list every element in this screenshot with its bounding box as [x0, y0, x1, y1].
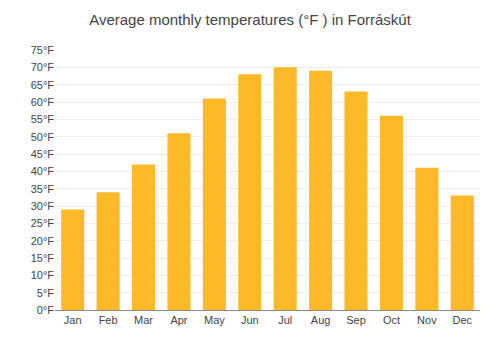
svg-text:55°F: 55°F	[31, 113, 55, 125]
svg-text:15°F: 15°F	[31, 252, 55, 264]
svg-text:Mar: Mar	[134, 314, 153, 326]
svg-text:Average monthly temperatures (: Average monthly temperatures (°F ) in Fo…	[89, 11, 412, 28]
svg-text:Dec: Dec	[453, 314, 473, 326]
svg-text:Jul: Jul	[278, 314, 292, 326]
svg-text:20°F: 20°F	[31, 235, 55, 247]
svg-text:40°F: 40°F	[31, 165, 55, 177]
svg-text:65°F: 65°F	[31, 79, 55, 91]
svg-text:25°F: 25°F	[31, 217, 55, 229]
svg-text:Jun: Jun	[241, 314, 259, 326]
svg-text:50°F: 50°F	[31, 131, 55, 143]
svg-text:Oct: Oct	[383, 314, 400, 326]
svg-text:10°F: 10°F	[31, 269, 55, 281]
svg-text:0°F: 0°F	[37, 304, 55, 316]
svg-text:70°F: 70°F	[31, 61, 55, 73]
svg-text:Apr: Apr	[170, 314, 187, 326]
svg-text:Feb: Feb	[99, 314, 118, 326]
svg-text:35°F: 35°F	[31, 183, 55, 195]
svg-text:Aug: Aug	[311, 314, 331, 326]
svg-text:45°F: 45°F	[31, 148, 55, 160]
svg-text:May: May	[204, 314, 225, 326]
svg-text:60°F: 60°F	[31, 96, 55, 108]
svg-text:Nov: Nov	[417, 314, 437, 326]
svg-text:30°F: 30°F	[31, 200, 55, 212]
svg-text:5°F: 5°F	[37, 287, 55, 299]
svg-text:Sep: Sep	[346, 314, 366, 326]
svg-text:75°F: 75°F	[31, 44, 55, 56]
svg-text:Jan: Jan	[64, 314, 82, 326]
